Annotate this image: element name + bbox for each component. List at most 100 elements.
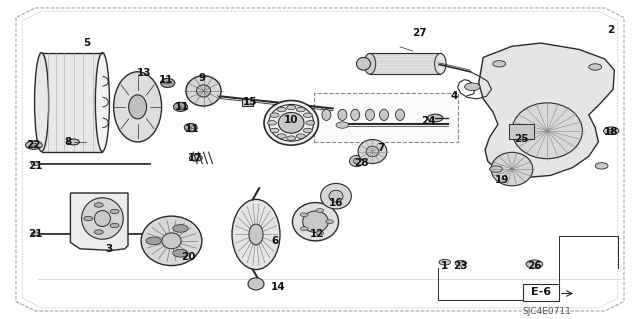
Ellipse shape	[232, 199, 280, 270]
Circle shape	[300, 213, 308, 217]
Polygon shape	[479, 43, 614, 177]
Circle shape	[595, 163, 608, 169]
Ellipse shape	[249, 224, 263, 245]
Ellipse shape	[278, 113, 304, 133]
Ellipse shape	[162, 233, 181, 249]
Ellipse shape	[303, 211, 328, 232]
Circle shape	[173, 225, 188, 232]
Circle shape	[316, 231, 324, 235]
Bar	[314, 93, 458, 142]
Text: 6: 6	[271, 236, 279, 246]
Circle shape	[31, 162, 39, 166]
Ellipse shape	[321, 183, 351, 209]
Text: 27: 27	[412, 28, 426, 39]
Circle shape	[277, 107, 286, 112]
Ellipse shape	[264, 100, 319, 145]
Text: 21: 21	[28, 229, 42, 240]
Ellipse shape	[512, 103, 582, 159]
Ellipse shape	[338, 109, 347, 121]
Text: 4: 4	[451, 91, 458, 101]
Ellipse shape	[82, 198, 123, 239]
Ellipse shape	[365, 109, 374, 121]
Ellipse shape	[351, 109, 360, 121]
Ellipse shape	[95, 211, 111, 226]
Text: 10: 10	[284, 115, 298, 125]
Text: E-6: E-6	[531, 287, 551, 297]
Circle shape	[604, 127, 619, 135]
Ellipse shape	[129, 95, 147, 119]
Text: 11: 11	[185, 124, 199, 134]
Circle shape	[110, 223, 119, 228]
Circle shape	[173, 249, 188, 257]
Text: 8: 8	[65, 137, 72, 147]
Text: 15: 15	[243, 97, 257, 107]
Ellipse shape	[492, 152, 532, 186]
Text: 3: 3	[105, 244, 113, 254]
Ellipse shape	[380, 109, 388, 121]
Text: 11: 11	[175, 102, 189, 112]
Circle shape	[26, 141, 42, 149]
Circle shape	[493, 61, 506, 67]
Bar	[42, 53, 102, 152]
Ellipse shape	[366, 146, 379, 157]
Circle shape	[455, 260, 467, 266]
Circle shape	[189, 155, 202, 161]
Circle shape	[306, 121, 315, 125]
Circle shape	[277, 134, 286, 138]
Polygon shape	[70, 193, 128, 250]
Circle shape	[94, 203, 103, 207]
Text: 12: 12	[310, 229, 324, 240]
Ellipse shape	[141, 216, 202, 265]
Circle shape	[336, 122, 349, 128]
Text: 21: 21	[28, 161, 42, 171]
Circle shape	[296, 134, 305, 138]
FancyBboxPatch shape	[523, 284, 559, 301]
Ellipse shape	[184, 123, 197, 132]
Circle shape	[268, 121, 276, 125]
Circle shape	[84, 216, 93, 221]
Text: 7: 7	[377, 143, 385, 153]
Ellipse shape	[114, 72, 161, 142]
Text: 26: 26	[527, 261, 541, 271]
Bar	[370, 53, 440, 74]
Ellipse shape	[161, 78, 175, 87]
Ellipse shape	[186, 76, 221, 106]
Circle shape	[287, 105, 296, 110]
Text: 22: 22	[26, 140, 40, 150]
Text: 2: 2	[607, 25, 615, 35]
Circle shape	[30, 143, 38, 147]
Circle shape	[608, 129, 614, 132]
Ellipse shape	[196, 85, 211, 97]
Circle shape	[439, 259, 451, 265]
Text: 24: 24	[422, 116, 436, 126]
Circle shape	[270, 128, 279, 133]
Text: 9: 9	[198, 73, 205, 83]
Circle shape	[303, 128, 312, 133]
Circle shape	[287, 136, 296, 140]
Circle shape	[490, 166, 502, 172]
Ellipse shape	[35, 53, 49, 152]
Ellipse shape	[329, 190, 343, 202]
Circle shape	[589, 64, 602, 70]
Ellipse shape	[353, 159, 360, 164]
Circle shape	[270, 113, 279, 117]
Ellipse shape	[356, 57, 371, 70]
Circle shape	[465, 83, 480, 91]
Ellipse shape	[248, 278, 264, 290]
Text: 1: 1	[441, 261, 449, 271]
Circle shape	[296, 107, 305, 112]
Circle shape	[300, 227, 308, 231]
Circle shape	[326, 220, 333, 224]
Text: SJC4E0711: SJC4E0711	[523, 307, 572, 315]
Text: 23: 23	[454, 261, 468, 271]
Ellipse shape	[435, 54, 446, 74]
Text: 5: 5	[83, 38, 90, 48]
Circle shape	[428, 114, 443, 122]
Text: 28: 28	[355, 158, 369, 168]
Circle shape	[526, 260, 543, 268]
Circle shape	[31, 232, 39, 236]
Text: 20: 20	[182, 252, 196, 262]
Text: 16: 16	[329, 197, 343, 208]
Circle shape	[110, 209, 119, 214]
Ellipse shape	[349, 155, 364, 167]
